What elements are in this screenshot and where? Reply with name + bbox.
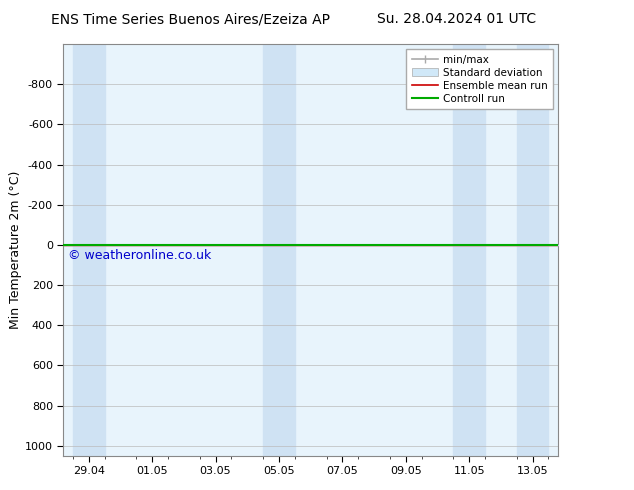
Bar: [453, 44, 485, 456]
Bar: [73, 44, 105, 456]
Bar: [263, 44, 295, 456]
Text: Su. 28.04.2024 01 UTC: Su. 28.04.2024 01 UTC: [377, 12, 536, 26]
Text: ENS Time Series Buenos Aires/Ezeiza AP: ENS Time Series Buenos Aires/Ezeiza AP: [51, 12, 330, 26]
Legend: min/max, Standard deviation, Ensemble mean run, Controll run: min/max, Standard deviation, Ensemble me…: [406, 49, 553, 109]
Y-axis label: Min Temperature 2m (°C): Min Temperature 2m (°C): [10, 171, 22, 329]
Text: © weatheronline.co.uk: © weatheronline.co.uk: [68, 249, 212, 262]
Bar: [517, 44, 548, 456]
